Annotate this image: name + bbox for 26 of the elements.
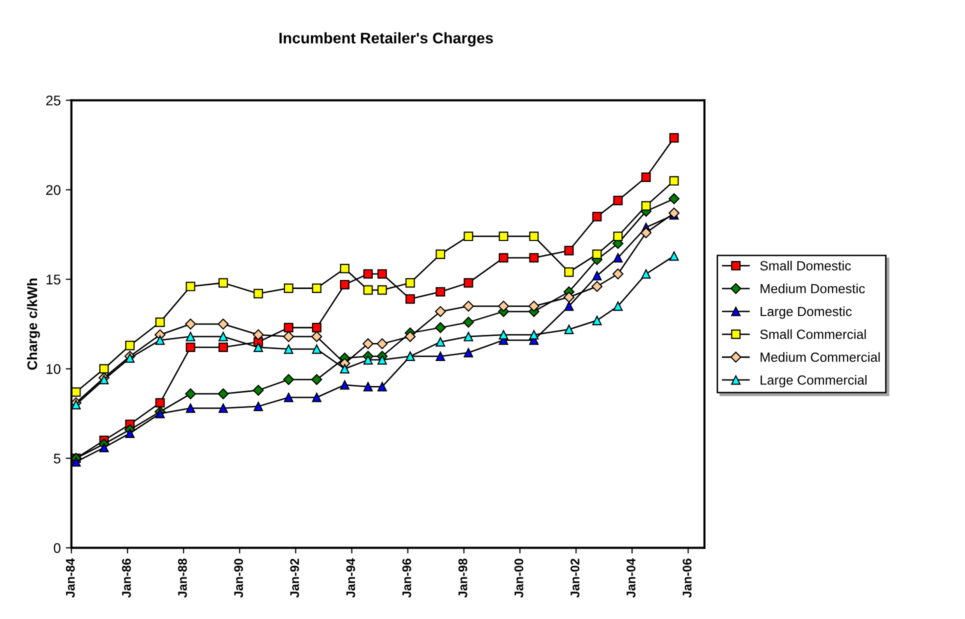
x-tick-label: Jan-04: [626, 558, 636, 598]
x-tick-label: Jan-98: [458, 558, 468, 598]
x-tick-label: Jan-94: [346, 558, 356, 598]
x-tick-label: Jan-96: [402, 558, 412, 598]
legend-label: Medium Commercial: [760, 352, 880, 362]
y-tick-label: 15: [46, 274, 60, 284]
y-tick-label: 5: [54, 454, 60, 464]
legend-label: Large Commercial: [760, 375, 867, 388]
x-tick-label: Jan-02: [570, 558, 580, 598]
legend-label: Medium Domestic: [760, 284, 865, 294]
x-tick-label: Jan-84: [66, 558, 75, 598]
x-tick-label: Jan-00: [514, 558, 524, 598]
legend-label: Large Domestic: [760, 306, 852, 319]
x-tick-label: Jan-88: [178, 558, 187, 598]
x-tick-label: Jan-06: [682, 558, 692, 598]
y-tick-label: 0: [54, 543, 60, 553]
y-axis-title: Charge c/kWh: [26, 278, 40, 370]
legend-label: Small Commercial: [760, 329, 866, 340]
chart-title: Incumbent Retailer's Charges: [280, 32, 493, 47]
x-tick-label: Jan-86: [122, 558, 131, 598]
x-tick-label: Jan-92: [290, 558, 300, 598]
y-tick-label: 10: [46, 364, 60, 374]
y-tick-label: 20: [46, 185, 60, 195]
legend-label: Small Domestic: [760, 260, 851, 270]
y-tick-label: 25: [46, 96, 60, 106]
x-tick-label: Jan-90: [234, 558, 244, 598]
